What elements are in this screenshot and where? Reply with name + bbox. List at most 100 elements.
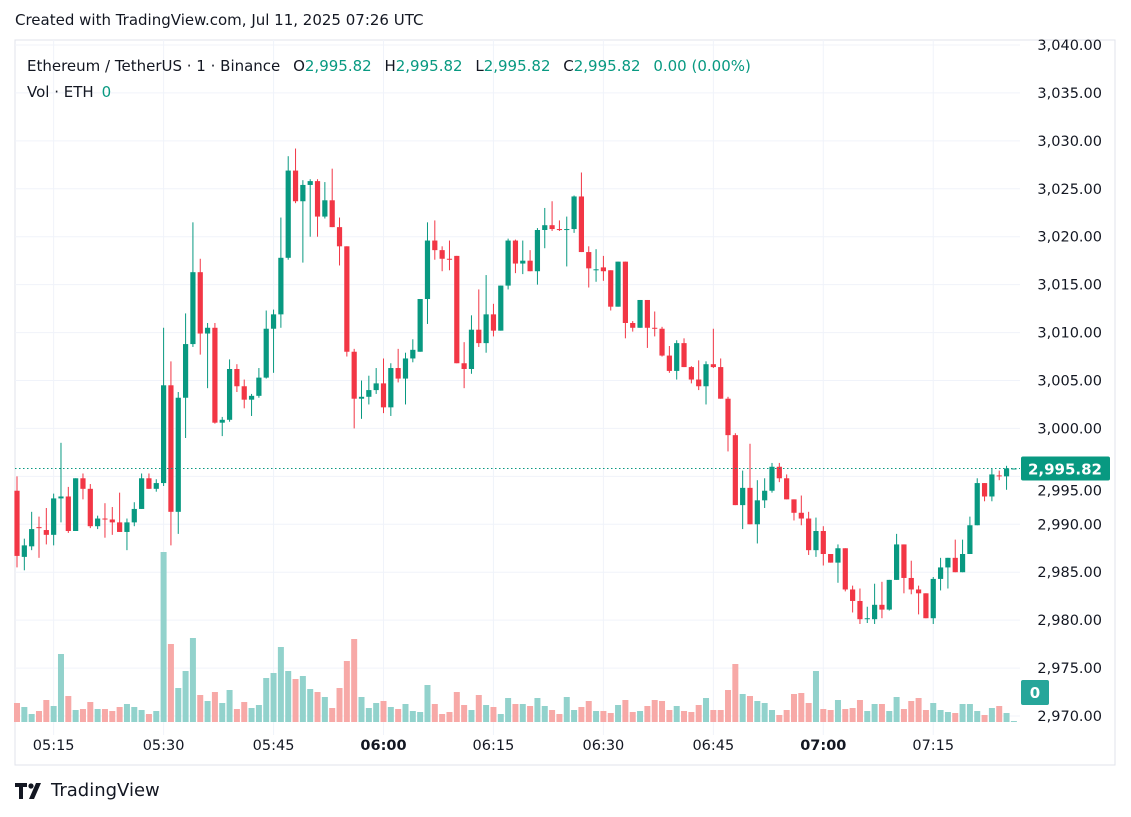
candle-body bbox=[534, 230, 541, 272]
candle-body bbox=[732, 435, 738, 506]
candle-body bbox=[58, 496, 64, 499]
volume-bar bbox=[519, 704, 526, 722]
candle-body bbox=[974, 483, 980, 526]
volume-label[interactable]: Vol · ETH bbox=[27, 83, 94, 101]
candle-body bbox=[292, 170, 299, 202]
volume-bar bbox=[710, 710, 717, 722]
candle-body bbox=[872, 604, 878, 620]
volume-bar bbox=[307, 689, 314, 722]
candle-body bbox=[219, 419, 225, 423]
brand-name[interactable]: TradingView bbox=[51, 780, 160, 801]
candle-body bbox=[439, 250, 445, 259]
volume-bar bbox=[966, 704, 973, 722]
volume-bar bbox=[14, 703, 20, 722]
time-axis[interactable]: 05:15 05:30 05:45 06:00 06:15 06:30 06:45 07:00… bbox=[33, 738, 954, 754]
volume-bar bbox=[343, 661, 350, 722]
volume-legend-row: Vol · ETH 0 bbox=[27, 79, 751, 105]
volume-bar bbox=[94, 709, 101, 722]
volume-bar bbox=[79, 709, 86, 722]
volume-bar bbox=[717, 710, 724, 722]
candle-body bbox=[263, 328, 269, 378]
time-tick-label: 05:15 bbox=[33, 738, 75, 754]
candle-body bbox=[776, 466, 782, 479]
volume-bar bbox=[886, 711, 893, 722]
price-tick-label: 2,970.00 bbox=[1037, 709, 1102, 725]
price-tick-label: 2,985.00 bbox=[1037, 565, 1102, 581]
candle-body bbox=[65, 496, 71, 531]
symbol-title[interactable]: Ethereum / TetherUS · 1 · Binance bbox=[27, 57, 281, 75]
volume-bar bbox=[50, 706, 57, 722]
volume-bar bbox=[285, 671, 292, 722]
candle-body bbox=[161, 385, 167, 484]
footer: TradingView bbox=[15, 780, 160, 801]
candle-body bbox=[505, 240, 511, 286]
candle-body bbox=[117, 522, 123, 532]
candle-body bbox=[696, 379, 702, 387]
volume-bar bbox=[563, 697, 570, 722]
volume-bar bbox=[197, 695, 204, 722]
candle-body bbox=[146, 478, 152, 489]
candle-body bbox=[571, 196, 577, 230]
time-tick-label: 06:30 bbox=[583, 738, 625, 754]
volume-bar bbox=[263, 678, 270, 722]
candle-body bbox=[644, 299, 650, 328]
candle-body bbox=[850, 589, 856, 601]
volume-bar bbox=[175, 688, 182, 722]
candle-body bbox=[1003, 468, 1010, 477]
volume-bar bbox=[600, 711, 607, 722]
candle-body bbox=[981, 483, 988, 497]
candle-body bbox=[51, 498, 57, 535]
candle-body bbox=[468, 329, 475, 369]
volume-value: 0 bbox=[101, 83, 112, 101]
volume-bar bbox=[72, 710, 79, 722]
volume-bar bbox=[131, 707, 138, 722]
volume-bar bbox=[871, 704, 878, 722]
candle-body bbox=[886, 579, 892, 610]
volume-bar bbox=[255, 705, 262, 722]
candle-body bbox=[124, 522, 130, 532]
candles bbox=[14, 148, 1017, 624]
symbol-legend-row: Ethereum / TetherUS · 1 · Binance O2,995… bbox=[27, 53, 751, 79]
volume-bar bbox=[233, 709, 240, 722]
volume-bar bbox=[864, 711, 871, 722]
time-tick-label: 05:30 bbox=[143, 738, 185, 754]
candle-body bbox=[270, 314, 277, 329]
volume-bar bbox=[468, 710, 475, 722]
price-axis[interactable]: 3,040.00 3,035.00 3,030.00 3,025.00 3,020.00… bbox=[1021, 38, 1110, 725]
volume-bar bbox=[739, 694, 746, 722]
volume-bar bbox=[299, 676, 306, 722]
candle-body bbox=[945, 557, 951, 568]
volume-bar bbox=[351, 639, 358, 722]
volume-bar bbox=[270, 673, 277, 722]
candle-body bbox=[395, 368, 401, 379]
candle-body bbox=[402, 358, 409, 379]
price-tick-label: 3,030.00 bbox=[1037, 134, 1102, 150]
candle-body bbox=[73, 478, 79, 531]
volume-bar bbox=[431, 704, 438, 722]
candle-body bbox=[666, 355, 672, 371]
price-tick-label: 3,035.00 bbox=[1037, 86, 1102, 102]
candle-body bbox=[241, 386, 247, 400]
volume-bar bbox=[1003, 713, 1010, 722]
price-tick-label: 2,980.00 bbox=[1037, 613, 1102, 629]
volume-bar bbox=[725, 690, 732, 722]
candle-body bbox=[248, 395, 255, 400]
candle-body bbox=[175, 397, 181, 512]
candle-body bbox=[512, 240, 519, 264]
volume-bar bbox=[820, 709, 827, 722]
candle-body bbox=[652, 327, 658, 329]
price-tick-label: 3,015.00 bbox=[1037, 278, 1102, 294]
volume-bar bbox=[145, 714, 152, 722]
candle-body bbox=[762, 490, 768, 501]
candle-body bbox=[549, 225, 555, 230]
volume-bars bbox=[14, 552, 1017, 722]
candle-body bbox=[454, 255, 460, 364]
volume-bar bbox=[241, 702, 248, 722]
candle-body bbox=[923, 593, 929, 619]
candle-body bbox=[366, 390, 372, 397]
volume-bar bbox=[505, 698, 512, 722]
candle-body bbox=[930, 578, 936, 619]
volume-bar bbox=[959, 704, 966, 722]
candle-body bbox=[102, 518, 108, 520]
